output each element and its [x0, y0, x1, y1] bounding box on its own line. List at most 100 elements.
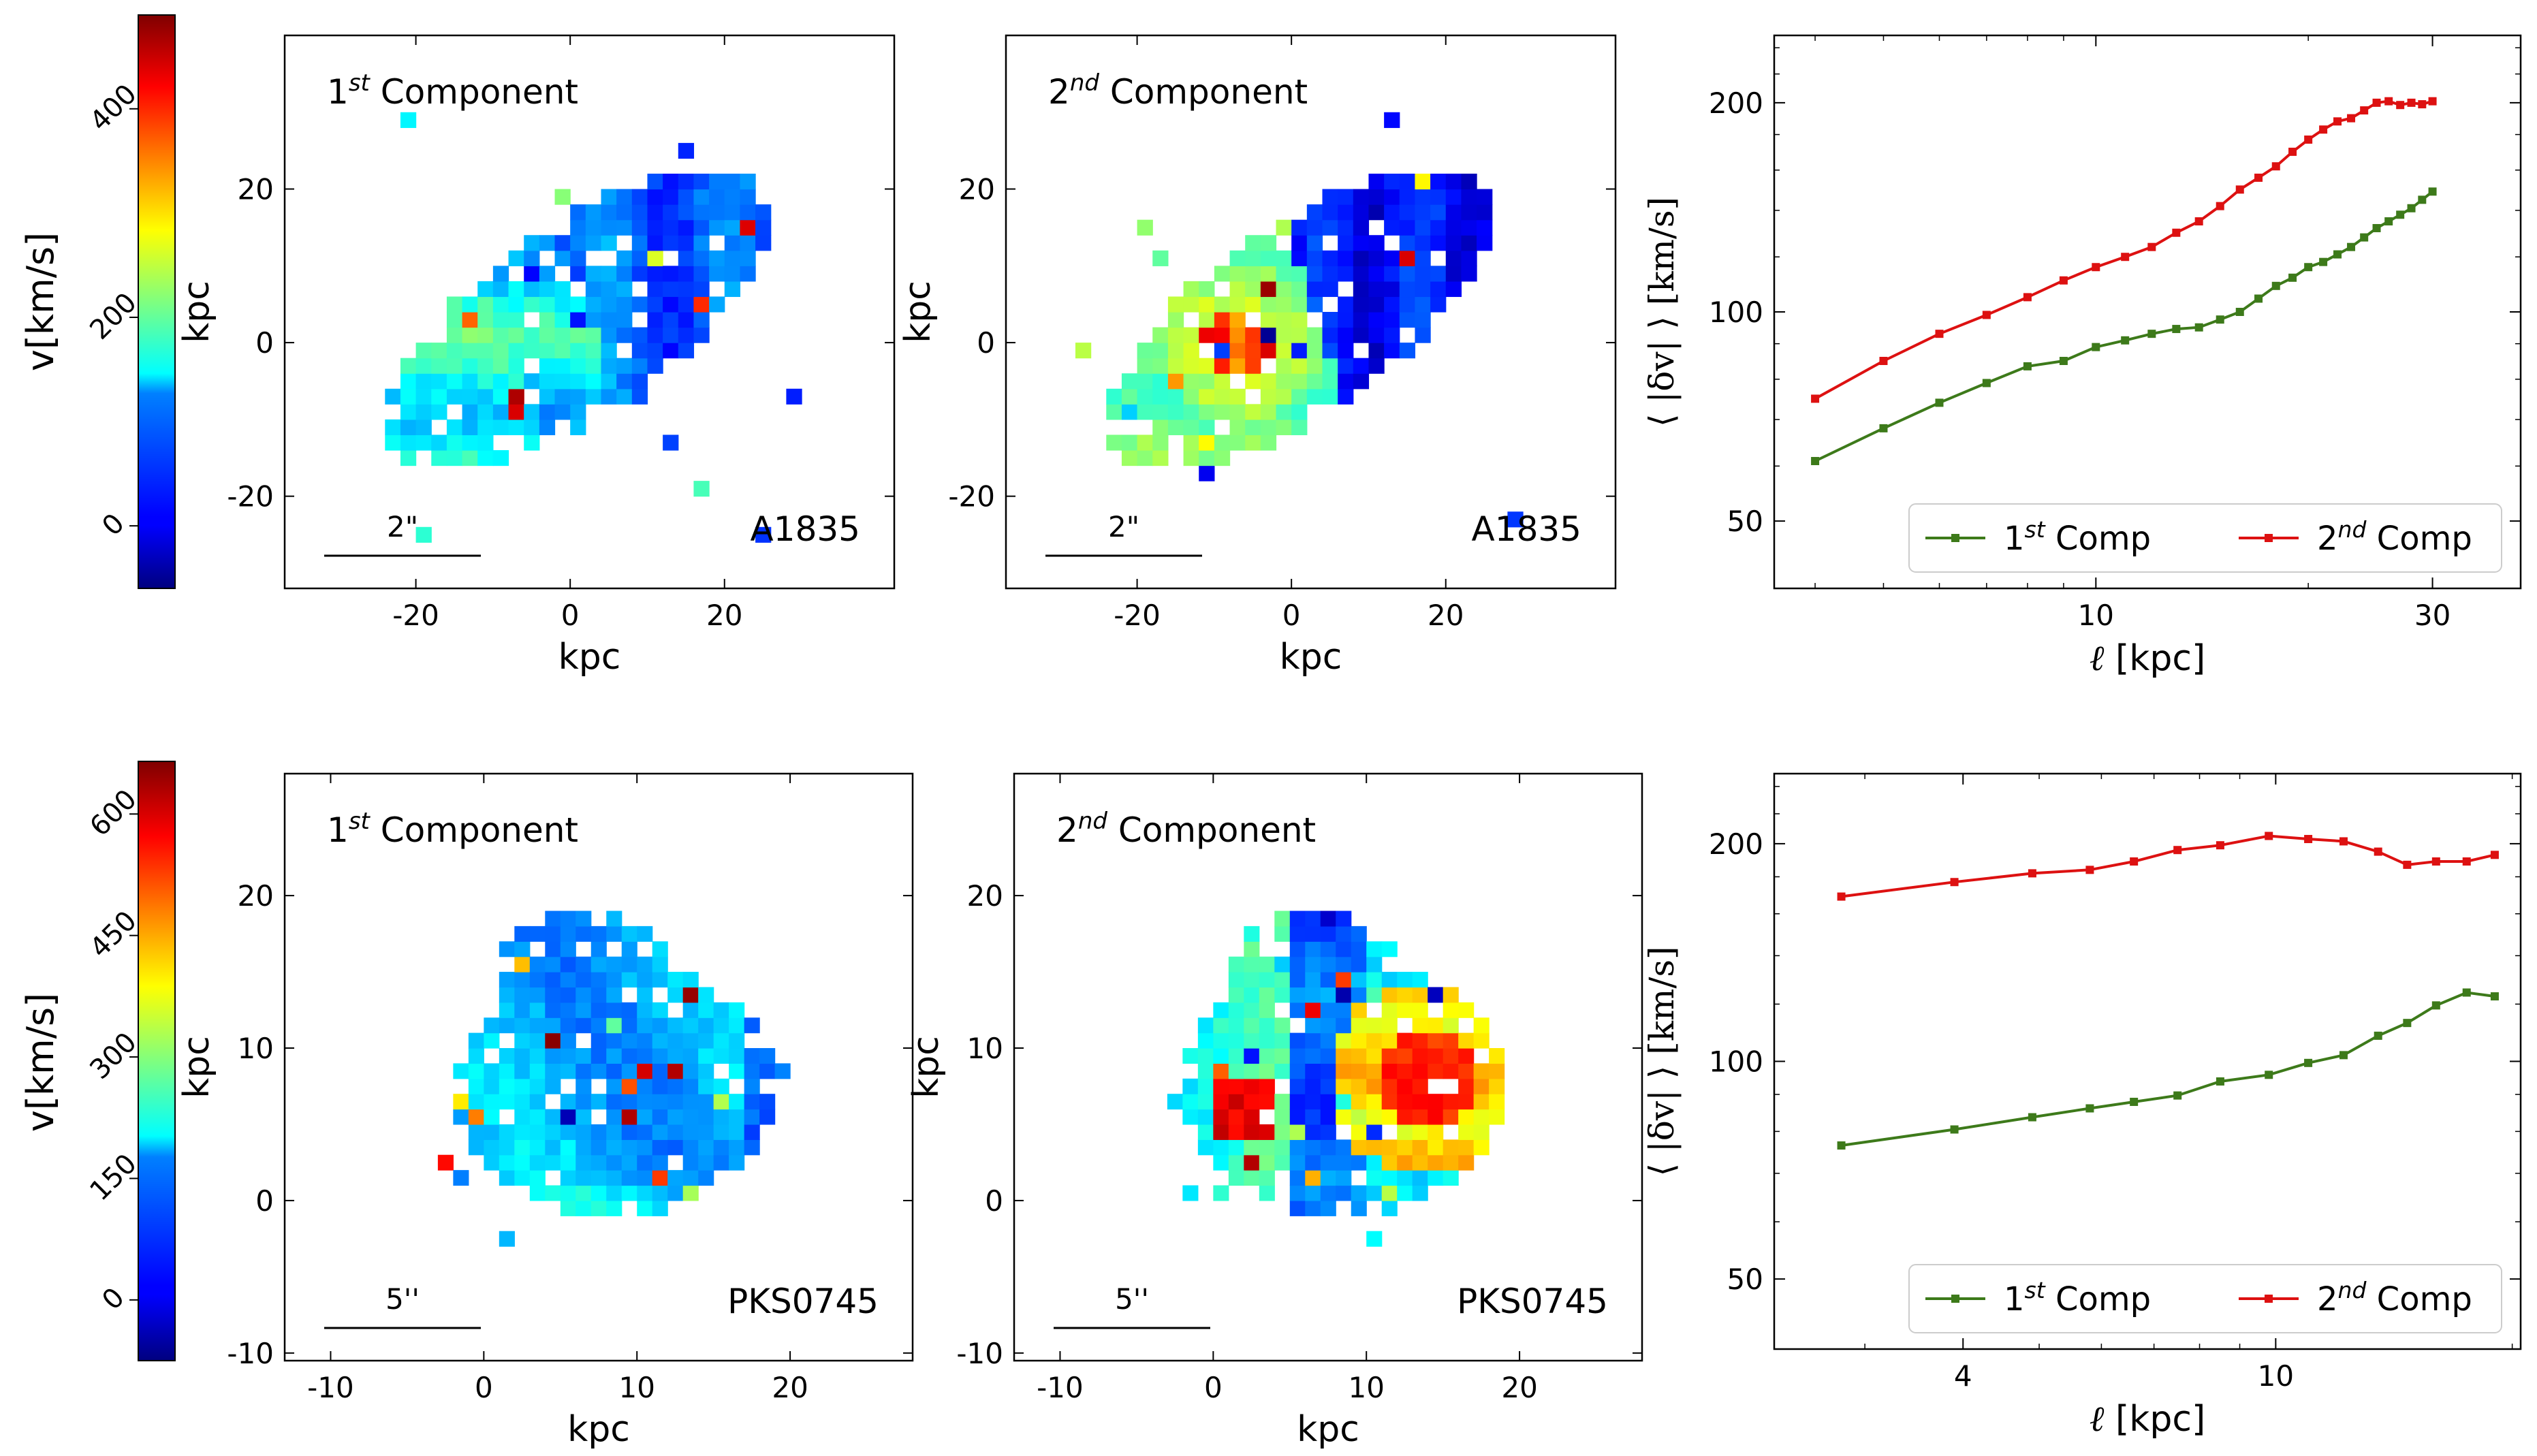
map-pixel [560, 1094, 576, 1110]
map-pixel [1274, 1032, 1291, 1049]
map-pixel [1399, 174, 1416, 190]
map-pixel [1381, 1048, 1398, 1064]
map-pixel [477, 434, 494, 451]
map-pixel [1229, 281, 1246, 298]
map-pixel [693, 312, 710, 328]
map-pixel [1351, 987, 1367, 1003]
map-pixel [606, 1200, 623, 1216]
map-pixel [576, 1124, 592, 1140]
map-pixel [631, 250, 648, 266]
map-pixel [709, 219, 725, 236]
series-point [2490, 992, 2499, 1001]
map-pixel [1276, 404, 1292, 420]
map-pixel [755, 204, 772, 221]
map-pixel [724, 219, 741, 236]
map-pixel [1428, 1124, 1444, 1140]
y-tick-label: 20 [238, 173, 274, 206]
map-pixel [698, 1124, 714, 1140]
x-tick-label: -10 [1037, 1371, 1084, 1404]
map-pixel [1336, 1094, 1352, 1110]
map-pixel [1353, 373, 1370, 390]
map-pixel [1477, 219, 1493, 236]
map-pixel [1291, 296, 1308, 313]
legend-marker [2265, 534, 2273, 542]
map-pixel [678, 250, 695, 266]
map-pixel [667, 1094, 684, 1110]
map-pixel [1167, 1094, 1183, 1110]
map-pixel [1306, 388, 1323, 405]
map-pixel [616, 388, 633, 405]
map-pixel [590, 972, 607, 988]
map-pixel [400, 373, 417, 390]
map-pixel [647, 343, 663, 359]
map-pixel [1353, 235, 1370, 251]
map-pixel [1306, 327, 1323, 343]
map-pixel [682, 1017, 699, 1034]
map-pixel [539, 327, 556, 343]
map-pixel [1274, 1124, 1291, 1140]
map-pixel [560, 1200, 576, 1216]
series-point [1935, 330, 1944, 338]
map-pixel [415, 373, 432, 390]
map-pixel [667, 1048, 684, 1064]
map-pixel [400, 112, 417, 128]
map-pixel [1412, 1063, 1428, 1079]
map-pixel [647, 296, 663, 313]
map-pixel [678, 204, 695, 221]
map-pixel [698, 1048, 714, 1064]
map-pixel [1276, 250, 1292, 266]
map-pixel [400, 404, 417, 420]
map-pixel [637, 1170, 653, 1186]
map-pixel [539, 358, 556, 374]
map-pixel [606, 1109, 623, 1125]
map-pixel [1445, 266, 1462, 282]
pixel-map [1167, 911, 1505, 1247]
map-pixel [1289, 1200, 1306, 1216]
map-pixel [1322, 388, 1338, 405]
map-pixel [1461, 189, 1477, 205]
map-pixel [1338, 358, 1354, 374]
map-pixel [744, 1078, 760, 1094]
map-pixel [484, 1032, 500, 1049]
map-pixel [1214, 343, 1231, 359]
map-pixel [1412, 1094, 1428, 1110]
map-pixel [524, 327, 540, 343]
map-pixel [663, 219, 679, 236]
map-pixel [1320, 1032, 1336, 1049]
map-pixel [1366, 1017, 1383, 1034]
map-pixel [724, 174, 741, 190]
series-point [1950, 878, 1959, 887]
map-pixel [1351, 1048, 1367, 1064]
map-pixel [631, 373, 648, 390]
map-pixel [590, 1002, 607, 1018]
map-pixel [667, 1063, 684, 1079]
series-point [2028, 1113, 2036, 1122]
map-pixel [1353, 312, 1370, 328]
map-pixel [682, 1094, 699, 1110]
legend: 1st Comp 2nd Comp [1908, 1264, 2502, 1333]
map-pixel [1291, 419, 1308, 436]
axes-frame [1773, 772, 2522, 1350]
map-pixel [1415, 266, 1431, 282]
series-point [2173, 1091, 2182, 1100]
map-pixel [1274, 1048, 1291, 1064]
scale-bar-label: 5'' [385, 1282, 420, 1316]
map-pixel [560, 1154, 576, 1171]
map-pixel [1428, 1109, 1444, 1125]
map-pixel [1152, 434, 1169, 451]
map-pixel [1322, 250, 1338, 266]
map-pixel [682, 1063, 699, 1079]
map-panel-a1835-comp2: -20 0 20 -20 0 20 kpc kpc 2nd Component A1835 2" [898, 34, 1617, 678]
map-pixel [1489, 1078, 1505, 1094]
map-pixel [1336, 1109, 1352, 1125]
colorbar-gradient [138, 14, 176, 589]
map-pixel [1320, 1048, 1336, 1064]
map-pixel [1228, 1048, 1244, 1064]
map-pixel [1152, 250, 1169, 266]
map-pixel [1399, 281, 1416, 298]
map-pixel [698, 1017, 714, 1034]
map-pixel [1443, 1154, 1459, 1171]
map-pixel [1289, 1063, 1306, 1079]
map-pixel [1368, 281, 1385, 298]
legend-marker [1951, 1295, 1959, 1303]
